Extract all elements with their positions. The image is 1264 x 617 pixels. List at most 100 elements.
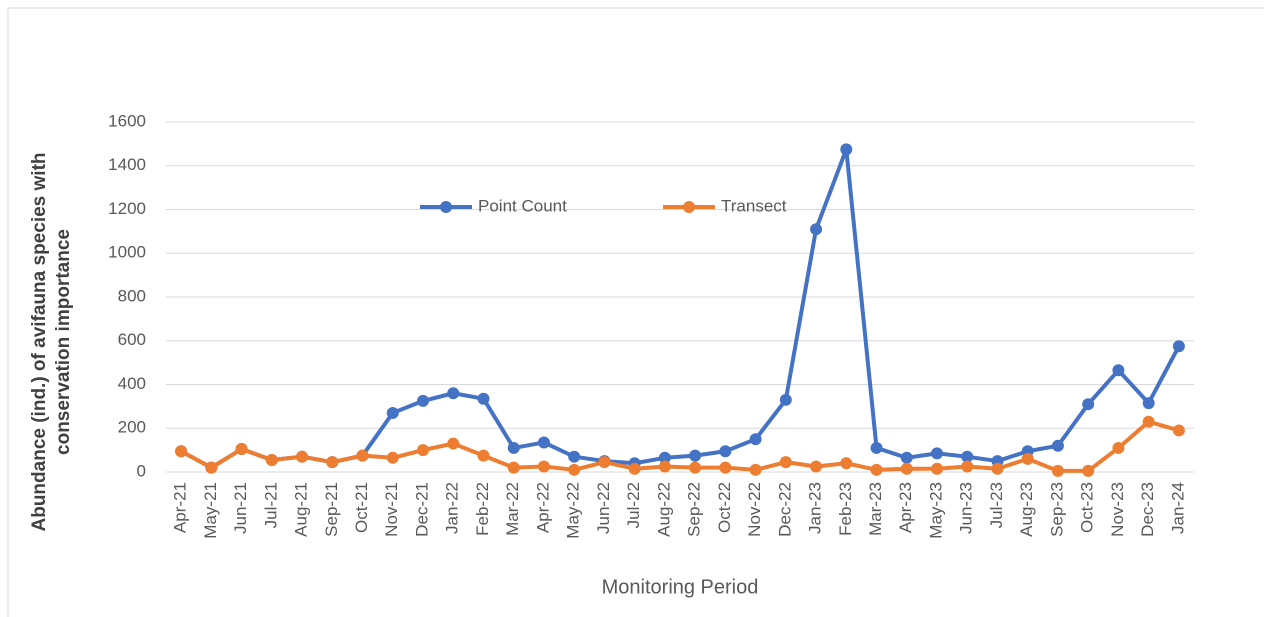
data-point — [1021, 452, 1034, 465]
data-point — [628, 462, 641, 475]
data-point — [417, 394, 429, 407]
data-point — [386, 406, 399, 419]
data-point — [598, 456, 611, 469]
data-point — [326, 456, 339, 469]
y-tick-label: 400 — [118, 374, 146, 393]
y-tick-label: 1400 — [108, 155, 146, 174]
x-tick-label: Jun-23 — [957, 482, 976, 534]
data-point — [931, 462, 943, 475]
data-point — [568, 463, 581, 476]
x-tick-label: Aug-23 — [1017, 482, 1036, 537]
x-tick-label: Jul-23 — [987, 482, 1006, 528]
x-tick-label: Jul-22 — [624, 482, 643, 528]
data-point — [1082, 398, 1095, 411]
series-line — [180, 419, 1180, 473]
data-point — [386, 451, 399, 464]
data-point — [870, 463, 883, 476]
x-tick-label: Sep-21 — [322, 482, 341, 537]
data-point — [810, 460, 823, 473]
data-point — [507, 461, 520, 474]
x-tick-label: Jul-21 — [261, 482, 280, 528]
y-tick-label: 600 — [118, 330, 146, 349]
data-point — [447, 387, 460, 400]
x-tick-label: May-22 — [564, 482, 583, 539]
data-point — [779, 456, 792, 469]
x-tick-label: Mar-23 — [866, 482, 885, 536]
legend-marker — [683, 201, 695, 213]
x-tick-label: Oct-23 — [1078, 482, 1097, 533]
x-tick-label: Dec-21 — [412, 482, 431, 537]
data-point — [749, 463, 762, 476]
data-point — [1112, 364, 1125, 377]
x-tick-label: Oct-21 — [352, 482, 371, 533]
x-tick-label: Apr-23 — [896, 482, 915, 533]
data-point — [1142, 397, 1155, 410]
x-tick-label: Aug-22 — [654, 482, 673, 537]
data-point — [900, 462, 913, 475]
y-tick-label: 200 — [118, 418, 146, 437]
x-tick-label: May-21 — [201, 482, 220, 539]
data-point — [719, 461, 732, 474]
data-point — [810, 223, 823, 236]
x-tick-label: Sep-22 — [685, 482, 704, 537]
legend-marker — [440, 201, 452, 213]
data-point — [1112, 441, 1125, 454]
data-point — [900, 451, 913, 464]
data-point — [931, 447, 943, 460]
x-tick-label: Dec-22 — [775, 482, 794, 537]
data-point — [296, 450, 309, 463]
data-point — [658, 460, 671, 473]
x-tick-label: Jan-23 — [806, 482, 825, 534]
x-tick-label: Jan-24 — [1168, 482, 1187, 534]
data-point — [749, 433, 762, 446]
data-point — [961, 460, 974, 473]
data-point — [689, 449, 702, 462]
data-point — [477, 392, 490, 405]
x-tick-label: Oct-22 — [715, 482, 734, 533]
data-point — [658, 451, 671, 464]
data-point — [356, 449, 369, 462]
data-point — [235, 443, 248, 456]
data-point — [205, 461, 218, 474]
x-tick-label: May-23 — [926, 482, 945, 539]
data-point — [1172, 424, 1185, 437]
x-tick-label: Apr-21 — [171, 482, 190, 533]
x-tick-label: Feb-23 — [836, 482, 855, 536]
data-point — [779, 393, 792, 406]
series-line — [180, 147, 1181, 470]
data-point — [991, 462, 1004, 475]
data-point — [1051, 464, 1064, 477]
x-tick-label: Sep-23 — [1047, 482, 1066, 537]
data-point — [175, 445, 188, 458]
x-tick-label: Apr-22 — [533, 482, 552, 533]
data-point — [689, 461, 702, 474]
legend-label: Transect — [721, 196, 787, 215]
data-point — [568, 450, 581, 463]
data-point — [1142, 415, 1155, 428]
y-tick-label: 800 — [118, 286, 146, 305]
x-tick-label: Nov-23 — [1108, 482, 1127, 537]
data-point — [1082, 464, 1095, 477]
data-point — [537, 460, 550, 473]
legend-label: Point Count — [478, 196, 567, 215]
x-tick-label: Jun-22 — [594, 482, 613, 534]
data-point — [719, 445, 732, 458]
x-tick-label: Mar-22 — [503, 482, 522, 536]
y-tick-label: 0 — [137, 461, 146, 480]
data-point — [447, 437, 460, 450]
x-tick-label: Nov-22 — [745, 482, 764, 537]
y-axis-label: Abundance (ind.) of avifauna species wit… — [29, 152, 74, 532]
x-tick-label: Dec-23 — [1138, 482, 1157, 537]
data-point — [417, 444, 429, 457]
x-tick-label: Aug-21 — [292, 482, 311, 537]
data-point — [1051, 439, 1064, 452]
data-point — [507, 441, 520, 454]
y-tick-label: 1000 — [108, 243, 146, 262]
x-tick-label: Feb-22 — [473, 482, 492, 536]
x-tick-label: Jun-21 — [231, 482, 250, 534]
data-point — [840, 143, 853, 156]
y-tick-label: 1600 — [108, 111, 146, 130]
data-point — [1172, 340, 1185, 353]
x-tick-label: Jan-22 — [443, 482, 462, 534]
